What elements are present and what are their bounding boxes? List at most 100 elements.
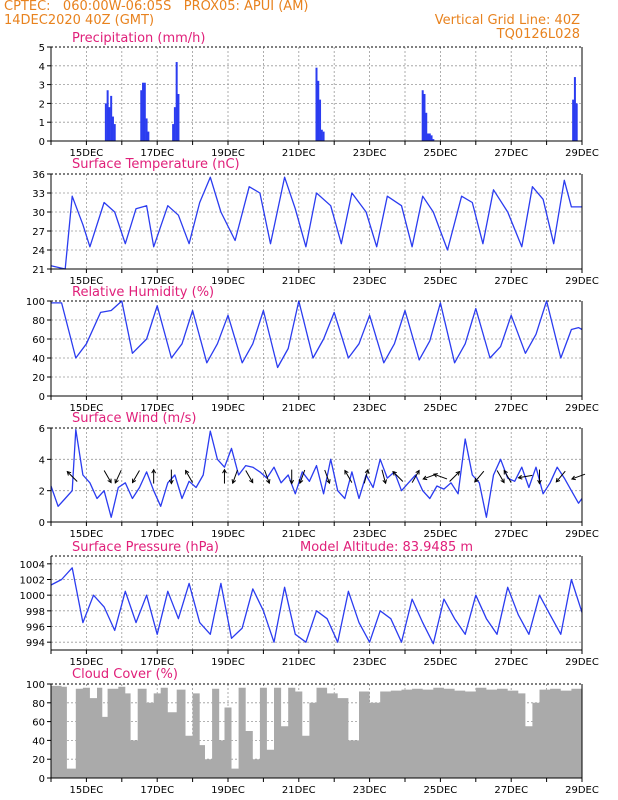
wind-arrow-head [185, 469, 190, 475]
x-tick-label: 27DEC [494, 403, 528, 414]
y-tick-label: 30 [32, 208, 45, 219]
y-tick-label: 1000 [20, 591, 45, 602]
wind-arrow [449, 471, 460, 482]
panel-title: Surface Pressure (hPa) [72, 540, 219, 555]
x-tick-label: 21DEC [282, 657, 316, 668]
y-tick-label: 100 [26, 680, 45, 691]
wind-arrow [363, 469, 369, 484]
x-tick-label: 23DEC [353, 148, 387, 159]
wind-arrow-head [222, 468, 227, 474]
y-tick-label: 2 [39, 99, 45, 110]
precip-bar [421, 90, 424, 141]
wind-arrow [496, 470, 505, 483]
wind-arrow [571, 473, 586, 480]
wind-arrow [344, 470, 353, 483]
y-tick-label: 998 [26, 607, 45, 618]
x-tick-label: 23DEC [353, 657, 387, 668]
x-tick-label: 17DEC [140, 785, 174, 796]
wind-arrow-head [326, 479, 331, 485]
x-tick-label: 15DEC [70, 529, 104, 540]
precip-bar [175, 62, 178, 141]
precip-bar [427, 133, 430, 141]
precip-bar [110, 95, 113, 141]
y-tick-label: 80 [32, 316, 45, 327]
wind-arrow [185, 470, 193, 483]
y-tick-label: 100 [26, 297, 45, 308]
x-tick-label: 19DEC [211, 529, 245, 540]
wind-arrow-head [555, 477, 561, 483]
precip-bar [430, 135, 433, 141]
wind-arrow [114, 470, 122, 484]
y-tick-label: 40 [32, 354, 45, 365]
x-tick-label: 21DEC [282, 403, 316, 414]
y-tick-label: 21 [32, 265, 45, 276]
y-tick-label: 33 [32, 189, 45, 200]
x-tick-label: 29DEC [565, 403, 599, 414]
x-tick-label: 21DEC [282, 148, 316, 159]
y-tick-label: 80 [32, 699, 45, 710]
panel-title: Cloud Cover (%) [72, 667, 178, 682]
precip-bar [432, 139, 435, 141]
wind-arrow-head [151, 468, 157, 474]
wind-arrow-head [114, 478, 119, 484]
wind-arrow [299, 469, 306, 484]
x-tick-label: 27DEC [494, 148, 528, 159]
x-tick-label: 27DEC [494, 785, 528, 796]
panel-title: Relative Humidity (%) [72, 285, 214, 300]
wind-arrow-head [503, 469, 508, 475]
header-grid-line: Vertical Grid Line: 40Z [434, 13, 580, 28]
wind-arrow-head [231, 479, 237, 485]
y-tick-label: 0 [39, 774, 45, 785]
y-tick-label: 27 [32, 227, 45, 238]
x-tick-label: 25DEC [424, 276, 458, 287]
x-tick-label: 19DEC [211, 785, 245, 796]
wind-arrow-head [168, 479, 174, 485]
wind-arrow-head [344, 469, 349, 475]
precip-bar [423, 94, 426, 141]
wind-arrow [264, 469, 270, 484]
y-tick-label: 4 [39, 455, 45, 466]
wind-arrow [66, 471, 78, 482]
wind-arrow-head [455, 470, 461, 476]
wind-arrow-head [364, 468, 370, 474]
x-tick-label: 29DEC [565, 529, 599, 540]
header-model-id: TQ0126L028 [496, 27, 580, 42]
precip-bar [113, 124, 116, 141]
x-tick-label: 17DEC [140, 148, 174, 159]
wind-arrow [103, 470, 112, 483]
wind-arrow [232, 469, 238, 484]
y-tick-label: 994 [26, 638, 45, 649]
precip-bar [142, 82, 145, 141]
x-tick-label: 29DEC [565, 148, 599, 159]
wind-arrow-head [474, 477, 479, 483]
x-tick-label: 19DEC [211, 148, 245, 159]
x-tick-label: 25DEC [424, 529, 458, 540]
wind-arrow-head [382, 479, 387, 485]
x-tick-label: 29DEC [565, 785, 599, 796]
header-date-line: 14DEC2020 40Z (GMT) [4, 13, 155, 28]
precip-bar [111, 116, 114, 141]
precip-bar [319, 99, 322, 141]
wind-arrow [555, 470, 566, 483]
precip-bar [572, 99, 575, 141]
x-tick-label: 23DEC [353, 403, 387, 414]
y-tick-label: 1004 [20, 560, 45, 571]
wind-arrow-head [392, 470, 397, 476]
precip-bar [177, 94, 180, 141]
wind-arrow [392, 471, 404, 482]
wind-arrow-head [432, 473, 438, 478]
precip-bar [322, 131, 325, 141]
wind-arrow-head [265, 479, 271, 485]
precip-bar [147, 131, 150, 141]
wind-arrow-head [517, 474, 523, 480]
x-tick-label: 23DEC [353, 785, 387, 796]
x-tick-label: 17DEC [140, 529, 174, 540]
wind-arrow-head [66, 470, 72, 476]
x-tick-label: 15DEC [70, 785, 104, 796]
x-tick-label: 19DEC [211, 276, 245, 287]
x-tick-label: 23DEC [353, 276, 387, 287]
x-tick-label: 27DEC [494, 529, 528, 540]
wind-arrow [324, 469, 330, 484]
precip-bar [145, 118, 148, 141]
